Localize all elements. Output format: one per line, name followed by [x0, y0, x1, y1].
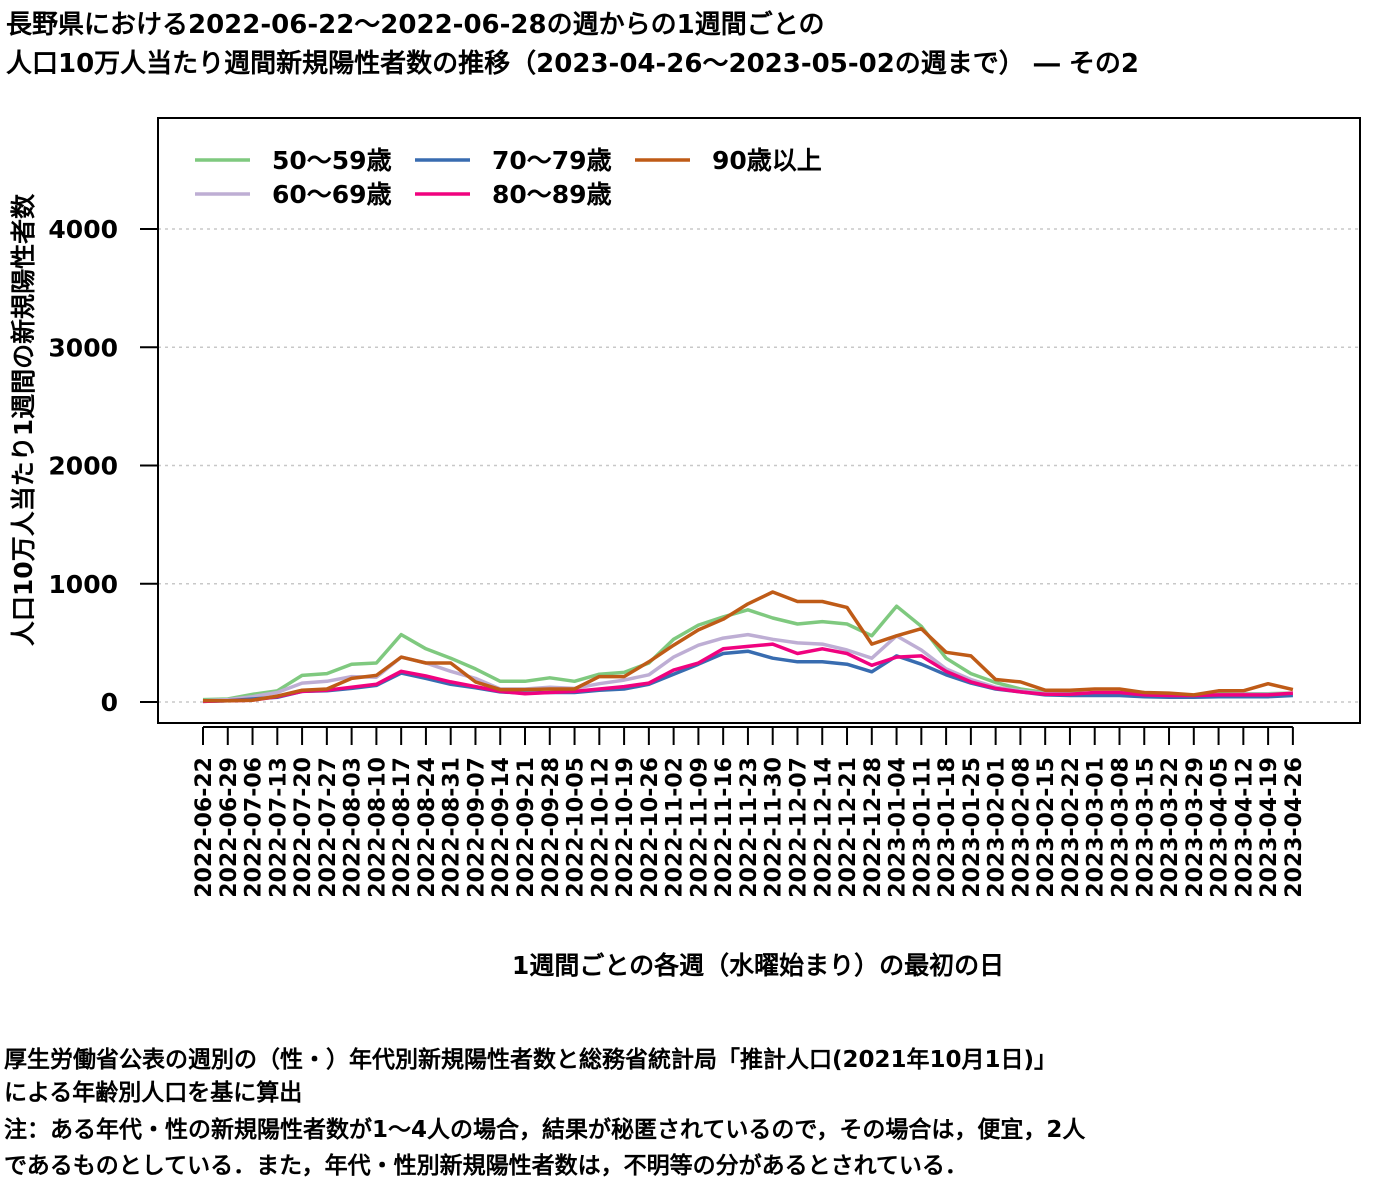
x-tick-label: 2022-10-05	[564, 757, 589, 898]
series-line	[203, 590, 1294, 703]
y-tick-label: 1000	[48, 570, 118, 599]
x-tick-label: 2023-04-26	[1282, 757, 1307, 898]
x-axis-label: 1週間ごとの各週（水曜始まり）の最初の日	[512, 951, 1004, 980]
x-tick-label: 2022-07-20	[291, 757, 316, 898]
x-tick-label: 2022-06-22	[192, 757, 217, 898]
x-axis: 2022-06-22 2022-06-29 2022-07-06 2022-07-13…	[192, 726, 1307, 898]
x-tick-label: 2022-07-13	[266, 757, 291, 898]
legend-label: 90歳以上	[712, 146, 822, 175]
series-line	[202, 642, 1294, 704]
x-tick-label: 2022-09-07	[464, 757, 489, 898]
x-tick-label: 2022-07-27	[316, 757, 341, 898]
x-tick-label: 2022-11-16	[712, 757, 737, 898]
x-tick-label: 2022-09-14	[489, 757, 514, 898]
y-tick-label: 0	[101, 688, 118, 717]
x-tick-label: 2023-01-18	[935, 757, 960, 898]
x-tick-label: 2022-07-06	[242, 757, 267, 898]
x-tick-label: 2023-03-08	[1108, 757, 1133, 898]
x-tick-label: 2023-02-15	[1034, 757, 1059, 898]
x-tick-label: 2022-10-12	[588, 757, 613, 898]
x-tick-label: 2023-03-01	[1084, 757, 1109, 898]
x-tick-label: 2022-09-21	[514, 757, 539, 898]
source-note-line1: 厚生労働省公表の週別の（性・）年代別新規陽性者数と総務省統計局「推計人口(202…	[4, 1047, 1058, 1073]
legend-label: 70〜79歳	[492, 146, 612, 175]
x-tick-label: 2023-01-11	[910, 757, 935, 898]
x-tick-label: 2022-08-10	[365, 757, 390, 898]
y-tick-label: 4000	[48, 215, 118, 244]
x-tick-label: 2023-03-15	[1133, 757, 1158, 898]
y-axis-label: 人口10万人当たり1週間の新規陽性者数	[9, 193, 38, 646]
gridlines	[158, 228, 1360, 703]
x-tick-label: 2022-11-30	[762, 757, 787, 898]
y-tick-label: 3000	[48, 333, 118, 362]
x-tick-label: 2022-09-28	[539, 757, 564, 898]
x-tick-label: 2023-01-04	[886, 757, 911, 898]
x-tick-label: 2023-03-29	[1183, 757, 1208, 898]
x-tick-label: 2022-12-14	[811, 757, 836, 898]
legend: 50〜59歳 60〜69歳 70〜79歳 80〜89歳 90歳以上	[195, 146, 822, 209]
series-lines	[202, 590, 1294, 704]
x-tick-label: 2023-01-25	[960, 757, 985, 898]
x-tick-label: 2023-02-01	[985, 757, 1010, 898]
x-tick-label: 2023-04-19	[1257, 757, 1282, 898]
x-tick-label: 2023-02-08	[1009, 757, 1034, 898]
x-tick-label: 2022-12-07	[786, 757, 811, 898]
x-tick-label: 2022-08-17	[390, 757, 415, 898]
x-tick-label: 2023-02-22	[1059, 757, 1084, 898]
x-tick-label: 2022-06-29	[217, 757, 242, 898]
x-tick-label: 2023-03-22	[1158, 757, 1183, 898]
legend-label: 80〜89歳	[492, 180, 612, 209]
y-tick-label: 2000	[48, 452, 118, 481]
x-tick-label: 2022-11-09	[687, 757, 712, 898]
footnote-line2: であるものとしている．また，年代・性別新規陽性者数は，不明等の分があるとされてい…	[4, 1153, 968, 1179]
x-tick-label: 2022-11-02	[663, 757, 688, 898]
chart-title-line1: 長野県における2022-06-22〜2022-06-28の週からの1週間ごとの	[6, 10, 825, 40]
chart-title-line2: 人口10万人当たり週間新規陽性者数の推移（2023-04-26〜2023-05-…	[6, 49, 1139, 79]
x-tick-label: 2023-04-05	[1208, 757, 1233, 898]
x-tick-label: 2022-10-19	[613, 757, 638, 898]
x-tick-label: 2022-11-23	[737, 757, 762, 898]
footnote-line1: 注：ある年代・性の新規陽性者数が1〜4人の場合，結果が秘匿されているので，その場…	[4, 1117, 1086, 1143]
plot-frame	[157, 117, 1361, 724]
y-axis: 0 1000 2000 3000 4000	[48, 215, 158, 717]
x-tick-label: 2022-12-28	[861, 757, 886, 898]
source-note-line2: による年齢別人口を基に算出	[4, 1080, 303, 1106]
legend-label: 60〜69歳	[272, 180, 392, 209]
legend-label: 50〜59歳	[272, 146, 392, 175]
x-tick-label: 2022-08-31	[440, 757, 465, 898]
x-tick-label: 2022-10-26	[638, 757, 663, 898]
x-tick-label: 2022-08-24	[415, 757, 440, 898]
x-tick-label: 2023-04-12	[1232, 757, 1257, 898]
x-tick-label: 2022-08-03	[341, 757, 366, 898]
x-tick-label: 2022-12-21	[836, 757, 861, 898]
